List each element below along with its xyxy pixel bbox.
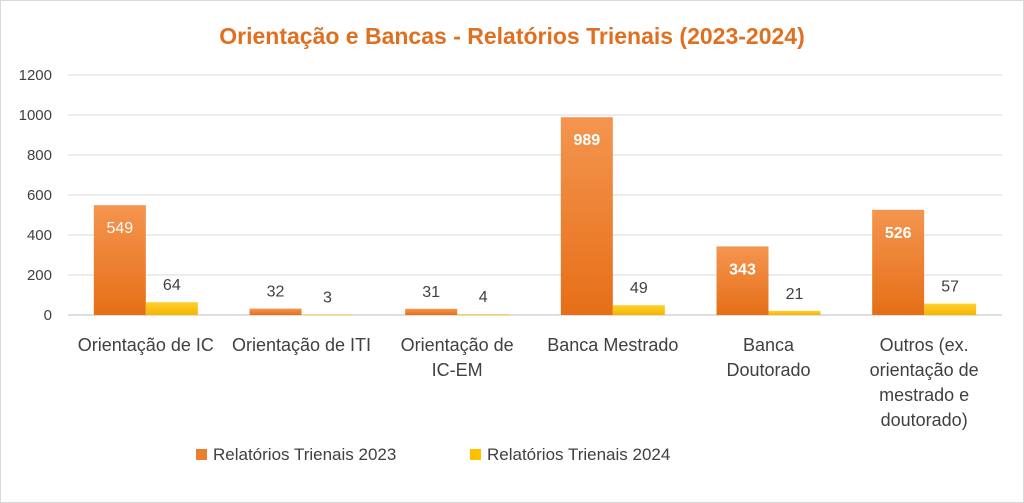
legend-label-1: Relatórios Trienais 2023 [213,445,396,464]
data-label: 64 [163,277,181,294]
bar-2024-4 [612,305,665,315]
y-axis: 0 200 400 600 800 1000 1200 [19,67,52,324]
data-label: 343 [729,261,756,278]
bar-2024-6 [924,303,977,315]
bar-2023-5 [716,246,769,315]
y-tick-label: 600 [27,187,52,204]
chart-title: Orientação e Bancas - Relatórios Trienai… [219,23,805,49]
x-tick-label: Banca Doutorado [726,335,810,380]
y-tick-label: 0 [44,307,52,324]
data-label: 4 [479,289,488,306]
x-tick-label: Outros (ex. orientação de mestrado e doutor… [870,335,979,430]
legend-swatch-2 [470,449,481,460]
data-label: 989 [573,132,600,149]
data-label: 32 [267,284,285,301]
data-label: 21 [786,286,804,303]
bar-2023-1 [93,205,146,315]
data-labels: 549 32 31 989 343 526 64 3 4 49 21 57 [106,132,959,306]
x-tick-label: Banca Mestrado [547,335,678,355]
bar-2024-2 [301,314,354,315]
bar-2024-3 [457,314,510,315]
data-label: 49 [630,280,648,297]
bars [93,117,977,315]
y-tick-label: 1200 [19,67,52,84]
legend-swatch-1 [196,449,207,460]
y-tick-label: 200 [27,267,52,284]
bar-2024-1 [145,302,198,315]
bar-2023-3 [405,308,458,315]
legend-label-2: Relatórios Trienais 2024 [487,445,670,464]
data-label: 526 [885,225,912,242]
data-label: 549 [106,220,133,237]
y-tick-label: 400 [27,227,52,244]
bar-2023-6 [872,209,925,315]
data-label: 3 [323,289,332,306]
y-tick-label: 800 [27,147,52,164]
x-tick-label: Orientação de IC [78,335,214,355]
bar-2023-2 [249,308,302,315]
x-axis: Orientação de IC Orientação de ITI Orienta… [78,335,979,430]
legend: Relatórios Trienais 2023 Relatórios Trien… [196,445,670,464]
bar-2023-4 [560,117,613,315]
data-label: 57 [941,279,959,296]
bar-2024-5 [768,310,821,315]
y-tick-label: 1000 [19,107,52,124]
data-label: 31 [422,284,440,301]
x-tick-label: Orientação de IC-EM [401,335,514,380]
x-tick-label: Orientação de ITI [232,335,371,355]
gridlines [68,74,1002,316]
